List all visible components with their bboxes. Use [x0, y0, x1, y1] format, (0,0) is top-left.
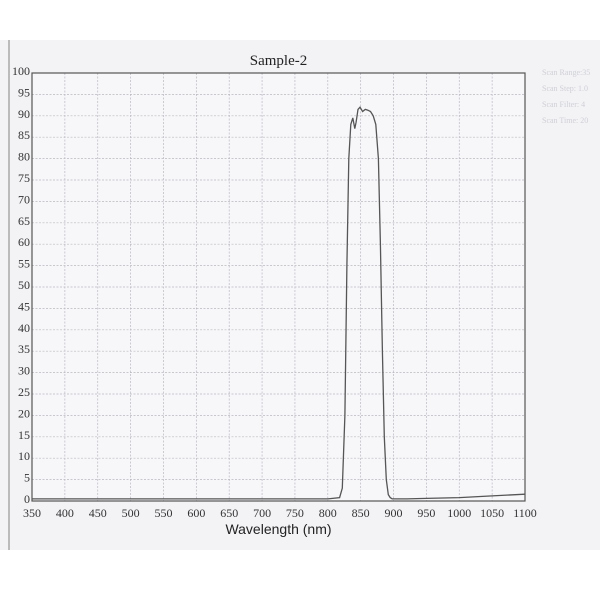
- y-tick-label: 70: [18, 192, 30, 206]
- y-tick-label: 55: [18, 257, 30, 271]
- x-tick-label: 950: [417, 506, 435, 520]
- x-tick-label: 350: [23, 506, 41, 520]
- y-tick-label: 45: [18, 299, 30, 313]
- chart-title: Sample-2: [250, 53, 308, 69]
- x-tick-label: 1050: [480, 506, 504, 520]
- y-tick-label: 100: [12, 64, 30, 78]
- scan-time-text: Scan Time: 20: [542, 116, 589, 125]
- x-tick-label: 750: [286, 506, 304, 520]
- plot-frame: [31, 72, 526, 502]
- y-tick-label: 40: [18, 321, 30, 335]
- y-tick-label: 60: [18, 235, 30, 249]
- x-tick-label: 600: [187, 506, 205, 520]
- y-tick-label: 75: [18, 171, 30, 185]
- y-tick-label: 90: [18, 107, 30, 121]
- y-tick-label: 35: [18, 342, 30, 356]
- x-tick-label: 400: [56, 506, 74, 520]
- x-tick-label: 900: [385, 506, 403, 520]
- paper-edge: [8, 40, 10, 550]
- y-tick-label: 10: [18, 449, 30, 463]
- x-tick-label: 1100: [513, 506, 537, 520]
- x-axis-label: Wavelength (nm): [225, 521, 331, 537]
- y-tick-label: 15: [18, 428, 30, 442]
- scan-range-text: Scan Range:35: [542, 68, 591, 77]
- x-tick-label: 700: [253, 506, 271, 520]
- scan-step-text: Scan Step: 1.0: [542, 84, 588, 93]
- y-tick-label: 85: [18, 128, 30, 142]
- x-tick-label: 800: [319, 506, 337, 520]
- x-tick-label: 850: [352, 506, 370, 520]
- x-tick-label: 450: [89, 506, 107, 520]
- y-tick-label: 25: [18, 385, 30, 399]
- y-tick-label: 80: [18, 150, 30, 164]
- y-tick-label: 5: [24, 471, 30, 485]
- x-tick-label: 650: [220, 506, 238, 520]
- y-tick-label: 95: [18, 85, 30, 99]
- transmission-curve: [32, 106, 526, 500]
- y-tick-label: 0: [24, 492, 30, 506]
- y-tick-label: 30: [18, 364, 30, 378]
- y-tick-label: 50: [18, 278, 30, 292]
- x-tick-label: 1000: [447, 506, 471, 520]
- x-tick-label: 500: [122, 506, 140, 520]
- y-tick-label: 65: [18, 214, 30, 228]
- y-tick-label: 20: [18, 406, 30, 420]
- scan-filter-text: Scan Filter: 4: [542, 100, 586, 109]
- x-tick-label: 550: [154, 506, 172, 520]
